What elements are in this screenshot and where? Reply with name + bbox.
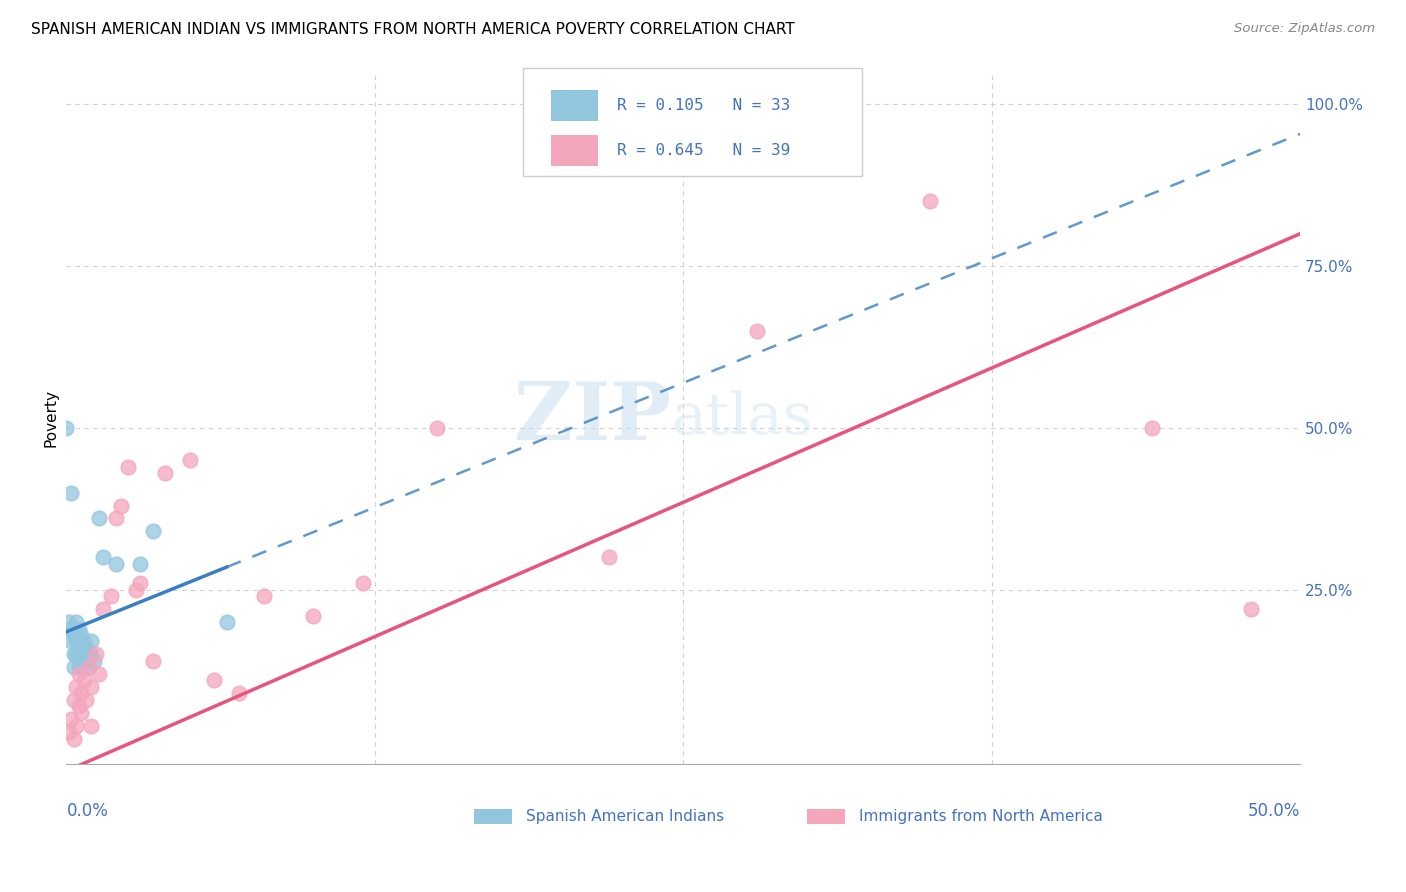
Point	[352, 576, 374, 591]
Point	[70, 628, 93, 642]
Point	[77, 660, 100, 674]
Text: ZIP: ZIP	[515, 379, 671, 458]
Text: Source: ZipAtlas.com: Source: ZipAtlas.com	[1234, 22, 1375, 36]
Text: R = 0.105   N = 33: R = 0.105 N = 33	[617, 98, 790, 112]
Point	[67, 699, 90, 714]
Point	[83, 654, 105, 668]
Text: SPANISH AMERICAN INDIAN VS IMMIGRANTS FROM NORTH AMERICA POVERTY CORRELATION CHA: SPANISH AMERICAN INDIAN VS IMMIGRANTS FR…	[31, 22, 794, 37]
Point	[73, 634, 96, 648]
Point	[302, 608, 325, 623]
Point	[93, 602, 115, 616]
Point	[73, 648, 96, 662]
Point	[598, 550, 620, 565]
Point	[77, 648, 100, 662]
Point	[215, 615, 238, 629]
Point	[58, 725, 80, 739]
Point	[63, 628, 86, 642]
Point	[70, 654, 93, 668]
Point	[110, 499, 132, 513]
Point	[253, 589, 276, 603]
Point	[100, 589, 122, 603]
Point	[65, 634, 87, 648]
FancyBboxPatch shape	[474, 809, 512, 824]
Text: atlas: atlas	[671, 390, 813, 446]
Point	[1140, 421, 1163, 435]
Point	[70, 686, 93, 700]
Point	[1240, 602, 1263, 616]
Point	[55, 421, 77, 435]
Point	[129, 576, 152, 591]
Point	[75, 692, 97, 706]
Point	[142, 524, 165, 539]
FancyBboxPatch shape	[551, 89, 598, 120]
Point	[67, 648, 90, 662]
Point	[747, 324, 769, 338]
FancyBboxPatch shape	[551, 135, 598, 166]
Point	[918, 194, 941, 209]
Point	[153, 466, 176, 480]
Point	[60, 622, 83, 636]
Point	[75, 640, 97, 655]
Point	[117, 459, 139, 474]
Text: 0.0%: 0.0%	[66, 803, 108, 821]
Point	[524, 143, 547, 157]
Point	[65, 680, 87, 694]
Point	[142, 654, 165, 668]
Point	[87, 511, 110, 525]
Y-axis label: Poverty: Poverty	[44, 389, 58, 447]
Point	[80, 634, 103, 648]
Point	[80, 718, 103, 732]
FancyBboxPatch shape	[523, 69, 862, 176]
Point	[63, 648, 86, 662]
Point	[129, 557, 152, 571]
Point	[124, 582, 146, 597]
Point	[87, 666, 110, 681]
Text: 50.0%: 50.0%	[1247, 803, 1301, 821]
Point	[60, 634, 83, 648]
Point	[104, 557, 127, 571]
Point	[228, 686, 250, 700]
Point	[67, 666, 90, 681]
Point	[84, 648, 107, 662]
Point	[60, 485, 83, 500]
Point	[70, 706, 93, 720]
Point	[60, 712, 83, 726]
FancyBboxPatch shape	[807, 809, 845, 824]
Text: Spanish American Indians: Spanish American Indians	[526, 809, 724, 824]
Point	[75, 654, 97, 668]
Point	[65, 718, 87, 732]
Point	[65, 615, 87, 629]
Point	[73, 673, 96, 688]
Point	[80, 648, 103, 662]
Point	[70, 640, 93, 655]
Point	[179, 453, 201, 467]
Point	[67, 634, 90, 648]
Point	[93, 550, 115, 565]
Point	[204, 673, 226, 688]
Point	[63, 660, 86, 674]
Text: Immigrants from North America: Immigrants from North America	[859, 809, 1104, 824]
Point	[58, 615, 80, 629]
Point	[67, 660, 90, 674]
Point	[63, 692, 86, 706]
Point	[80, 680, 103, 694]
Point	[77, 660, 100, 674]
Point	[65, 648, 87, 662]
Point	[67, 622, 90, 636]
Point	[425, 421, 447, 435]
Point	[63, 731, 86, 746]
Point	[104, 511, 127, 525]
Text: R = 0.645   N = 39: R = 0.645 N = 39	[617, 143, 790, 158]
